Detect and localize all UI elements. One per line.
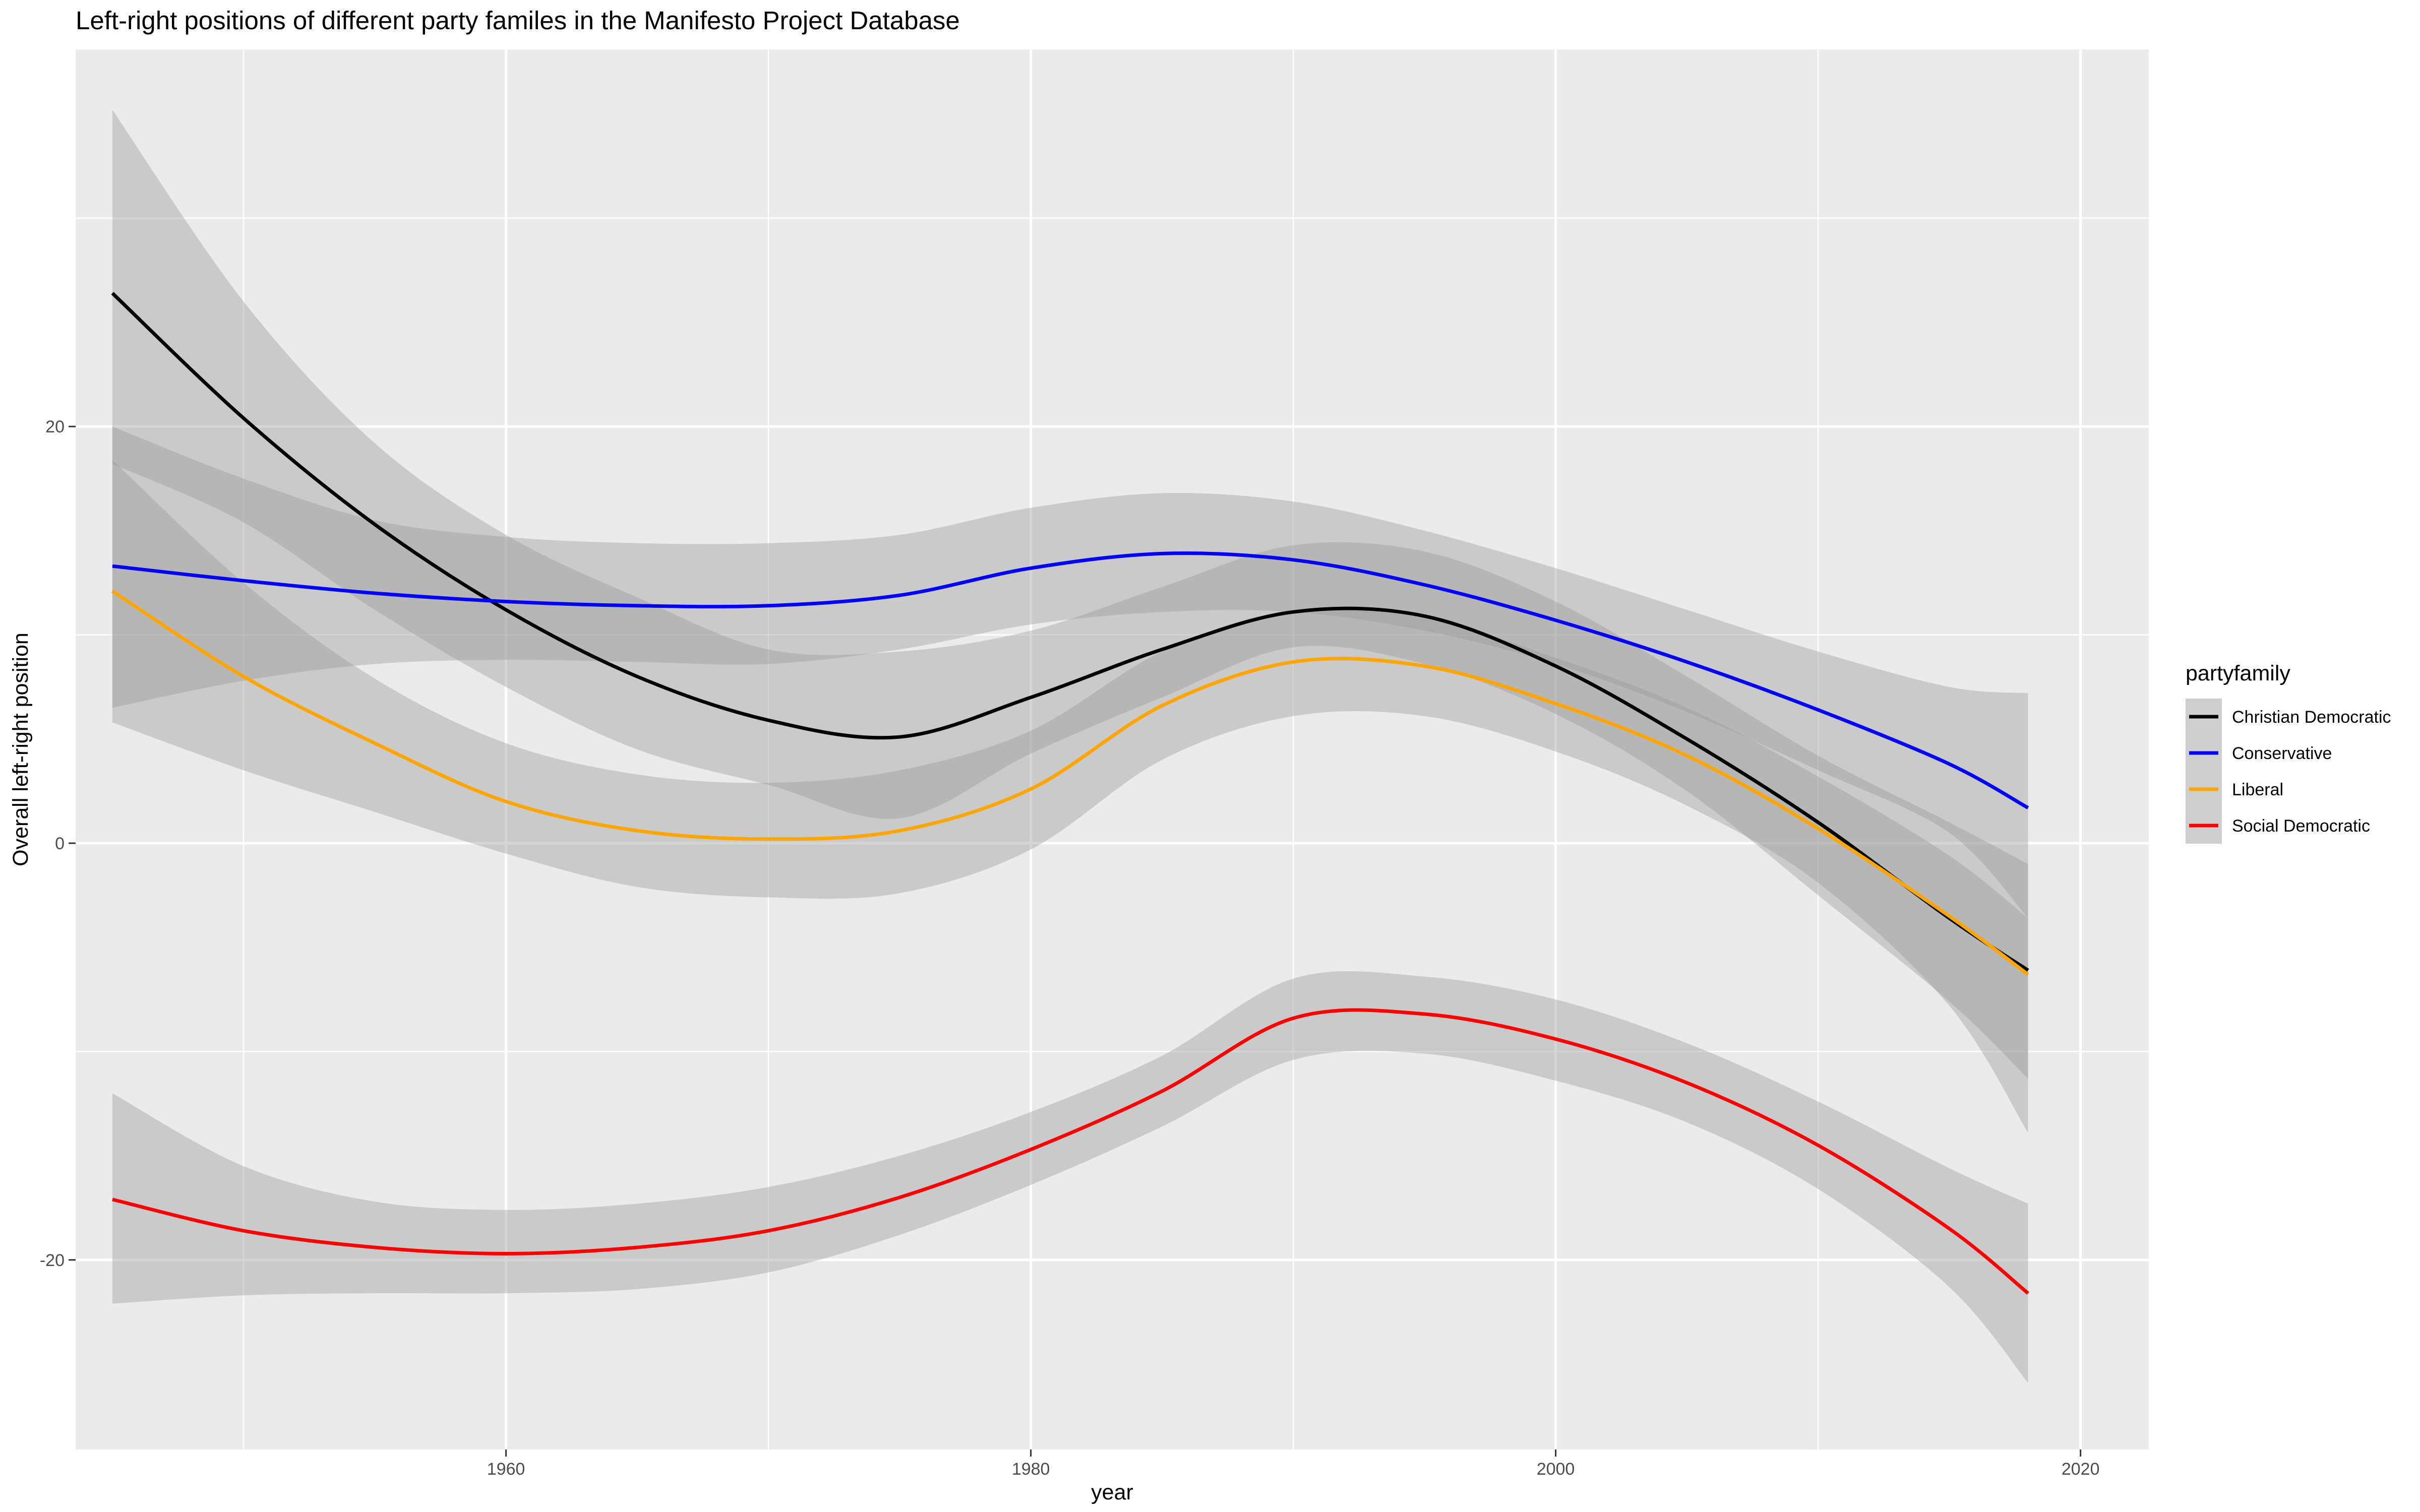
confidence-band bbox=[112, 426, 2028, 918]
y-tick-label: 20 bbox=[45, 417, 65, 436]
legend-label: Social Democratic bbox=[2232, 816, 2370, 836]
series-line bbox=[111, 292, 2029, 972]
y-axis: -20 0 20 bbox=[40, 417, 76, 1270]
y-axis-title: Overall left-right position bbox=[9, 633, 33, 866]
legend-label: Liberal bbox=[2232, 780, 2283, 799]
legend: partyfamily Christian Democratic Conserva… bbox=[2186, 661, 2391, 844]
series-line bbox=[112, 1008, 2029, 1295]
x-tick-label: 2020 bbox=[2062, 1460, 2100, 1479]
legend-item: Christian Democratic bbox=[2186, 699, 2391, 735]
x-axis: 1960 1980 2000 2020 bbox=[487, 1450, 2100, 1479]
confidence-band bbox=[112, 109, 2028, 1079]
legend-item: Social Democratic bbox=[2186, 807, 2370, 844]
y-tick-label: 0 bbox=[55, 834, 65, 853]
x-tick-label: 2000 bbox=[1537, 1460, 1575, 1479]
legend-title: partyfamily bbox=[2186, 661, 2290, 685]
legend-item: Liberal bbox=[2186, 771, 2283, 807]
confidence-band bbox=[112, 971, 2028, 1383]
x-axis-title: year bbox=[1091, 1480, 1133, 1504]
legend-label: Conservative bbox=[2232, 744, 2332, 763]
confidence-band bbox=[112, 460, 2028, 1133]
plot-panel bbox=[76, 49, 2149, 1450]
series-lines bbox=[111, 292, 2029, 1295]
chart-title: Left-right positions of different party … bbox=[76, 6, 960, 35]
confidence-bands bbox=[112, 109, 2028, 1383]
y-tick-label: -20 bbox=[40, 1251, 65, 1270]
legend-label: Christian Democratic bbox=[2232, 708, 2391, 727]
x-tick-label: 1960 bbox=[487, 1460, 525, 1479]
minor-gridlines bbox=[76, 49, 2149, 1450]
series-line bbox=[111, 589, 2029, 976]
x-tick-label: 1980 bbox=[1012, 1460, 1050, 1479]
series-line bbox=[112, 551, 2029, 809]
major-gridlines bbox=[76, 49, 2149, 1450]
legend-item: Conservative bbox=[2186, 735, 2332, 771]
